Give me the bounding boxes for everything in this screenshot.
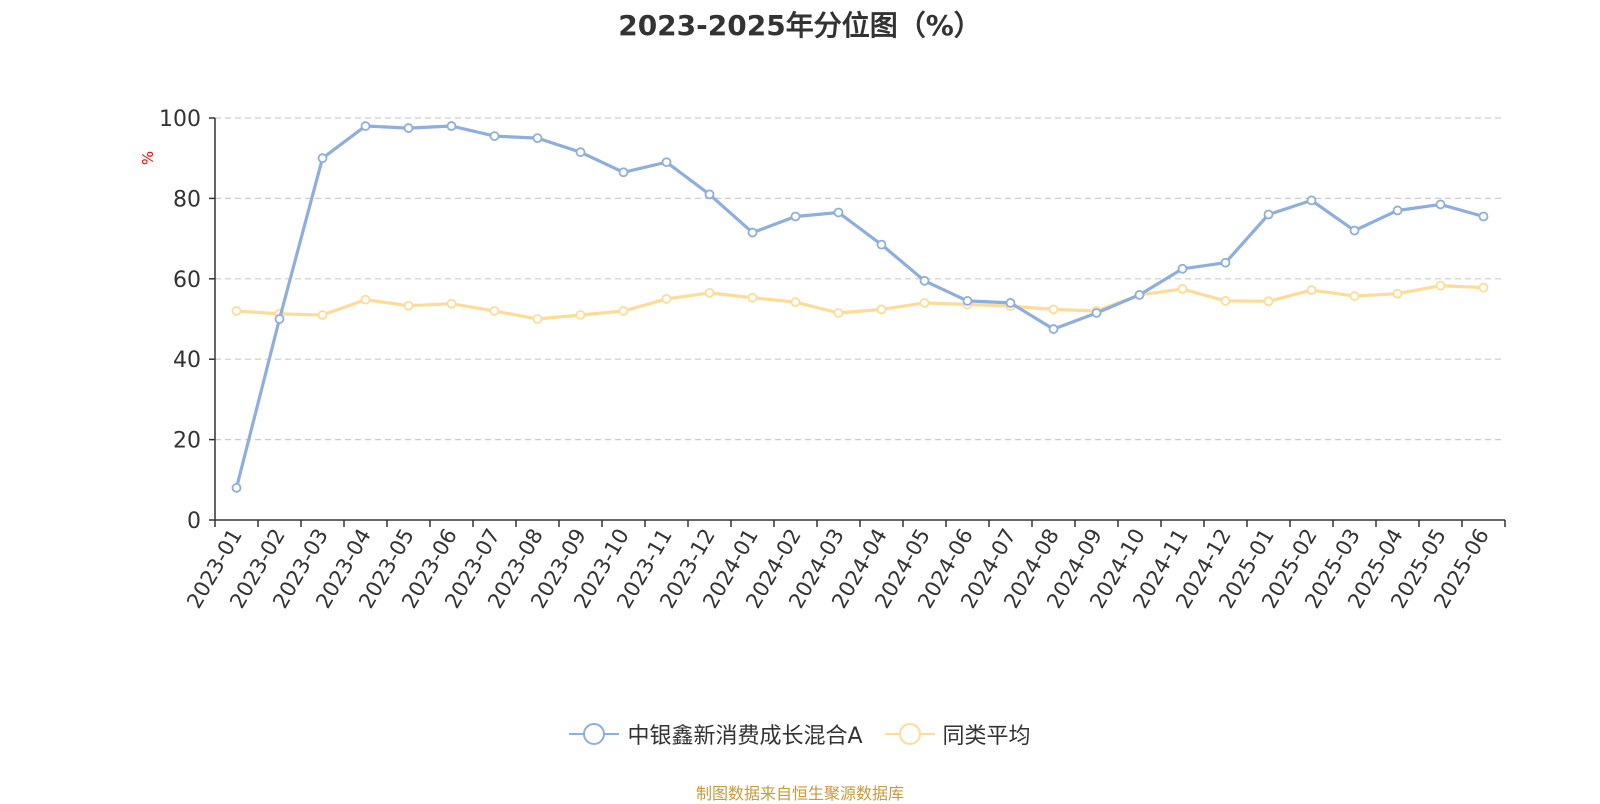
series1-point (1048, 324, 1059, 334)
series1-point (1478, 211, 1489, 222)
series1-legend-icon (569, 723, 620, 745)
series-line-2 (236, 284, 1484, 321)
series2-point (1220, 296, 1231, 306)
series2-point (704, 287, 715, 298)
series2-point (919, 298, 930, 308)
series1-point (1306, 195, 1317, 206)
series1-point (1177, 263, 1188, 274)
series1-point (360, 121, 371, 131)
series1-point (833, 207, 844, 218)
y-axis-label: % (139, 151, 157, 165)
series2-point (360, 294, 371, 305)
series2-point (403, 300, 414, 311)
series2-point (1177, 283, 1188, 294)
data-source-note: 制图数据来自恒生聚源数据库 (695, 784, 904, 803)
series1-point (1263, 209, 1274, 220)
series1-point (317, 153, 328, 164)
series2-point (1435, 280, 1446, 291)
series2-point (231, 306, 242, 316)
y-tick-label: 60 (173, 268, 201, 293)
series1-point (446, 121, 457, 131)
series1-point (231, 482, 242, 493)
series2-point (446, 298, 457, 309)
series2-point (1306, 285, 1317, 295)
series1-point (1134, 289, 1145, 300)
series2-point (747, 292, 758, 303)
series2-point (1048, 304, 1059, 315)
series2-legend-icon (884, 723, 935, 745)
series2-point (1263, 296, 1274, 307)
series1-point (661, 157, 672, 168)
series2-point (1349, 291, 1360, 301)
legend-label-series1: 中银鑫新消费成长混合A (627, 724, 863, 749)
legend: 中银鑫新消费成长混合A 同类平均 (0, 718, 1600, 750)
series2-point (833, 308, 844, 318)
series1-point (532, 133, 543, 144)
y-tick-label: 40 (173, 348, 201, 373)
series1-point (1005, 298, 1016, 308)
grid-lines (215, 117, 1505, 441)
series2-point (575, 310, 586, 320)
series1-point (1349, 225, 1360, 236)
series1-point (1220, 257, 1231, 268)
series2-point (618, 306, 629, 316)
series1-point (489, 131, 500, 141)
series1-point (704, 189, 715, 200)
series2-point (489, 306, 500, 316)
series1-point (962, 296, 973, 306)
series1-point (403, 123, 414, 133)
y-tick-label: 0 (187, 509, 201, 534)
series1-point (274, 314, 285, 324)
series1-point (876, 239, 887, 250)
series1-point (790, 211, 801, 222)
legend-item-series2[interactable]: 同类平均 (884, 718, 1031, 750)
series (231, 121, 1489, 493)
series-line-1 (234, 124, 1484, 489)
series2-point (1478, 282, 1489, 293)
series1-point (1435, 199, 1446, 210)
y-tick-label: 20 (173, 429, 201, 454)
series2-point (532, 314, 543, 324)
legend-item-series1[interactable]: 中银鑫新消费成长混合A (569, 718, 863, 750)
series2-point (661, 293, 672, 304)
y-tick-label: 80 (173, 187, 201, 212)
series1-point (919, 275, 930, 286)
series1-point (747, 227, 758, 238)
legend-label-series2: 同类平均 (942, 724, 1031, 749)
series2-point (1392, 288, 1403, 299)
series2-point (876, 304, 887, 315)
y-tick-label: 100 (159, 107, 201, 132)
series2-point (317, 310, 328, 320)
series1-point (1392, 205, 1403, 216)
series2-point (790, 297, 801, 308)
series1-point (575, 147, 586, 158)
series1-point (1091, 308, 1102, 318)
series1-point (618, 167, 629, 178)
chart-title: 2023-2025年分位图（%） (618, 9, 982, 42)
